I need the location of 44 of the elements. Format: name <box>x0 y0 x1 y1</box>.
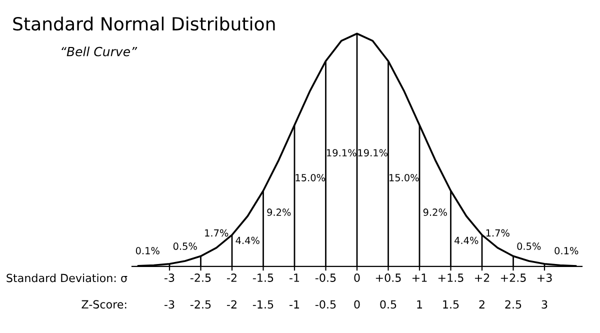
annotation: 15.0% <box>390 174 419 182</box>
annotation: 1.7% <box>486 229 510 237</box>
annotation: 15.0% <box>296 174 326 182</box>
x-tick-label: +3 <box>537 274 552 282</box>
annotation: 9.2% <box>423 208 447 216</box>
annotation: 0.1% <box>554 247 578 254</box>
x-tick-label: -2.5 <box>190 274 211 282</box>
annotation: 1.7% <box>205 229 228 237</box>
x-tick-label: +1.5 <box>438 274 464 282</box>
x2-tick-label: 2.5 <box>505 300 522 309</box>
annotation: 19.1% <box>358 149 388 156</box>
x2-tick-label: 1 <box>417 300 422 308</box>
annotation: 9.2% <box>267 208 291 216</box>
text: “Bell Curve” <box>62 46 138 56</box>
x2-tick-label: -0.5 <box>315 300 336 309</box>
x2-tick-label: 2 <box>479 300 484 308</box>
x2-tick-label: 1.5 <box>443 300 459 309</box>
x-tick-label: -2 <box>227 274 236 282</box>
x2-tick-label: -3 <box>164 300 174 309</box>
x-tick-label: +2.5 <box>500 274 526 282</box>
x2-tick-label: -1 <box>290 300 300 308</box>
x-tick-label: -3 <box>164 274 174 282</box>
annotation: 0.1% <box>136 247 160 254</box>
x-tick-label: +0.5 <box>376 274 401 282</box>
x-tick-label: -1 <box>290 274 300 282</box>
annotation: 0.5% <box>517 242 541 250</box>
x2-tick-label: -1.5 <box>252 300 274 309</box>
x2-axis-title: Z-Score: <box>82 300 126 309</box>
x-tick-label: -1.5 <box>252 274 274 282</box>
chart-title: Standard Normal Distribution <box>13 16 275 31</box>
x2-tick-label: -2 <box>227 300 236 308</box>
x2-tick-label: 0.5 <box>380 300 396 309</box>
x2-tick-label: 3 <box>542 300 548 309</box>
annotation: 4.4% <box>454 236 478 244</box>
x-tick-label: +1 <box>412 274 427 282</box>
annotation: 0.5% <box>173 242 197 250</box>
x-tick-label: 0 <box>354 274 360 282</box>
x2-tick-label: -2.5 <box>190 300 211 309</box>
x-tick-label: -0.5 <box>315 274 336 282</box>
x-axis-title: Standard Deviation: σ <box>6 274 128 282</box>
annotation: 19.1% <box>327 149 356 156</box>
x2-tick-label: 0 <box>354 300 360 309</box>
x-tick-label: +2 <box>474 274 490 282</box>
annotation: 4.4% <box>236 236 260 244</box>
